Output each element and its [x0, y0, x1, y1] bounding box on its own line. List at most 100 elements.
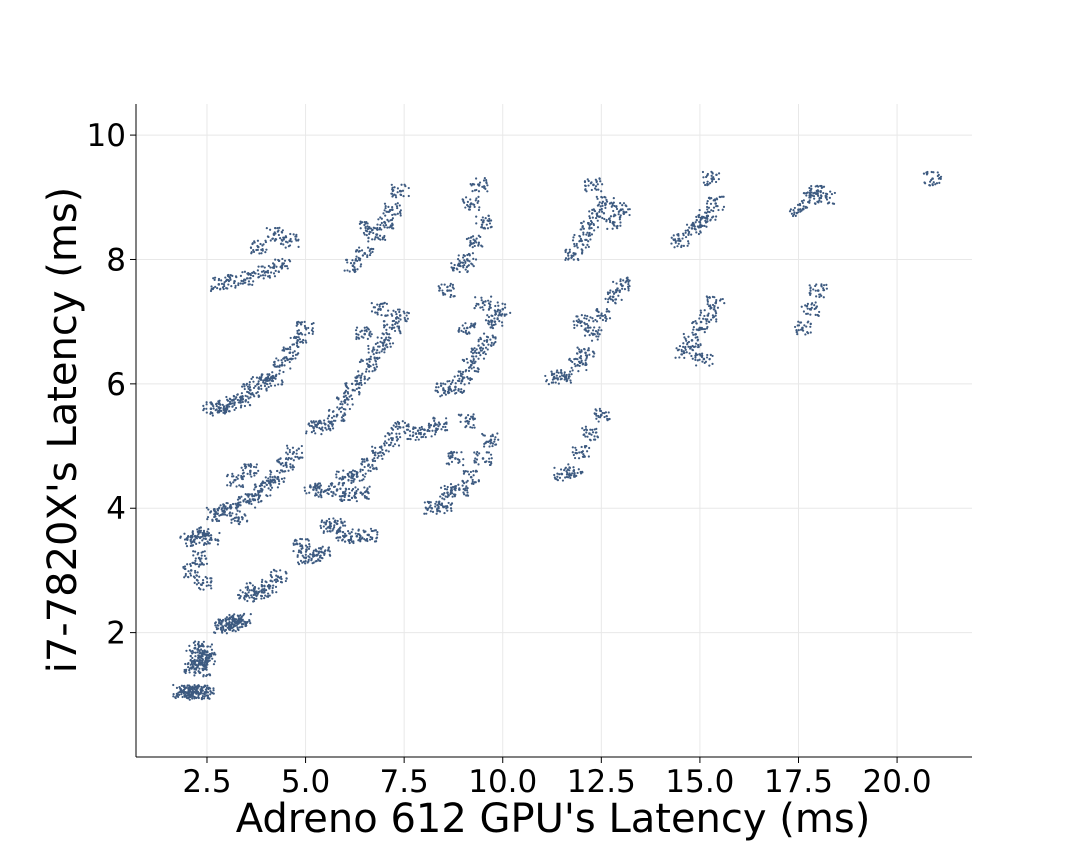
data-point: [235, 475, 238, 479]
data-point: [245, 582, 248, 585]
data-point: [288, 260, 292, 263]
data-point: [585, 322, 589, 326]
data-point: [688, 352, 691, 355]
data-point: [703, 361, 706, 365]
data-point: [803, 324, 806, 327]
data-point: [202, 674, 205, 677]
data-point: [247, 283, 250, 286]
data-point: [297, 329, 300, 332]
data-point: [300, 451, 304, 454]
data-point: [359, 220, 362, 223]
data-point: [678, 237, 681, 240]
data-point: [436, 389, 439, 392]
data-point: [251, 495, 254, 498]
data-point: [708, 364, 711, 367]
data-point: [386, 218, 389, 221]
data-point: [584, 446, 587, 449]
data-point: [572, 254, 575, 257]
data-point: [438, 287, 442, 290]
data-point: [435, 382, 439, 385]
data-point: [285, 457, 288, 460]
data-point: [229, 402, 232, 405]
data-point: [215, 402, 219, 405]
data-point: [599, 409, 602, 412]
data-point: [694, 342, 698, 345]
data-point: [277, 383, 280, 386]
data-point: [468, 382, 471, 385]
data-point: [264, 239, 267, 242]
data-point: [588, 226, 591, 229]
data-point: [201, 657, 204, 661]
data-point: [489, 300, 492, 303]
data-point: [193, 581, 196, 584]
data-point: [352, 541, 355, 545]
data-point: [292, 336, 296, 339]
data-point: [347, 487, 351, 491]
data-point: [261, 481, 264, 484]
data-point: [680, 348, 683, 352]
data-point: [216, 543, 220, 546]
data-point: [327, 420, 330, 423]
data-point: [451, 283, 455, 286]
data-point: [678, 356, 681, 359]
data-point: [235, 276, 238, 279]
data-point: [473, 347, 476, 350]
data-point: [329, 522, 332, 525]
data-point: [277, 270, 280, 273]
data-point: [315, 493, 318, 497]
data-point: [600, 312, 603, 315]
data-point: [304, 544, 308, 547]
data-point: [317, 558, 320, 561]
data-point: [828, 201, 831, 204]
data-point: [585, 368, 588, 372]
data-point: [448, 463, 451, 466]
data-point: [251, 283, 254, 287]
data-point: [470, 355, 474, 358]
data-point: [488, 320, 491, 323]
data-point: [559, 468, 563, 471]
data-point: [622, 279, 625, 282]
data-point: [260, 585, 263, 588]
data-point: [246, 390, 249, 393]
data-point: [689, 345, 692, 348]
data-point: [574, 365, 577, 368]
data-point: [344, 490, 347, 493]
data-point: [339, 498, 342, 501]
data-point: [273, 475, 276, 478]
data-point: [339, 487, 342, 490]
data-point: [598, 177, 601, 180]
data-point: [289, 351, 292, 354]
data-point: [365, 330, 368, 333]
data-point: [566, 468, 569, 471]
data-point: [198, 575, 201, 578]
data-point: [203, 554, 206, 557]
data-point: [672, 234, 675, 237]
data-point: [225, 514, 229, 517]
data-point: [702, 317, 705, 320]
data-point: [264, 250, 267, 254]
data-point: [595, 213, 599, 216]
data-point: [585, 190, 588, 193]
data-point: [185, 545, 189, 548]
data-point: [280, 477, 284, 480]
data-point: [453, 485, 457, 488]
data-point: [238, 396, 242, 399]
data-point: [328, 517, 331, 521]
data-point: [395, 315, 399, 319]
data-point: [233, 620, 237, 624]
data-point: [399, 214, 402, 217]
data-point: [226, 484, 229, 487]
data-point: [271, 580, 274, 583]
data-point: [418, 431, 421, 435]
data-point: [604, 204, 607, 207]
data-point: [463, 254, 466, 258]
data-point: [471, 352, 475, 355]
data-point: [278, 471, 281, 474]
data-point: [193, 667, 196, 670]
data-point: [481, 347, 485, 350]
data-point: [589, 238, 592, 241]
data-point: [376, 452, 380, 455]
data-point: [446, 289, 449, 292]
data-point: [320, 551, 323, 554]
data-point: [363, 377, 366, 380]
